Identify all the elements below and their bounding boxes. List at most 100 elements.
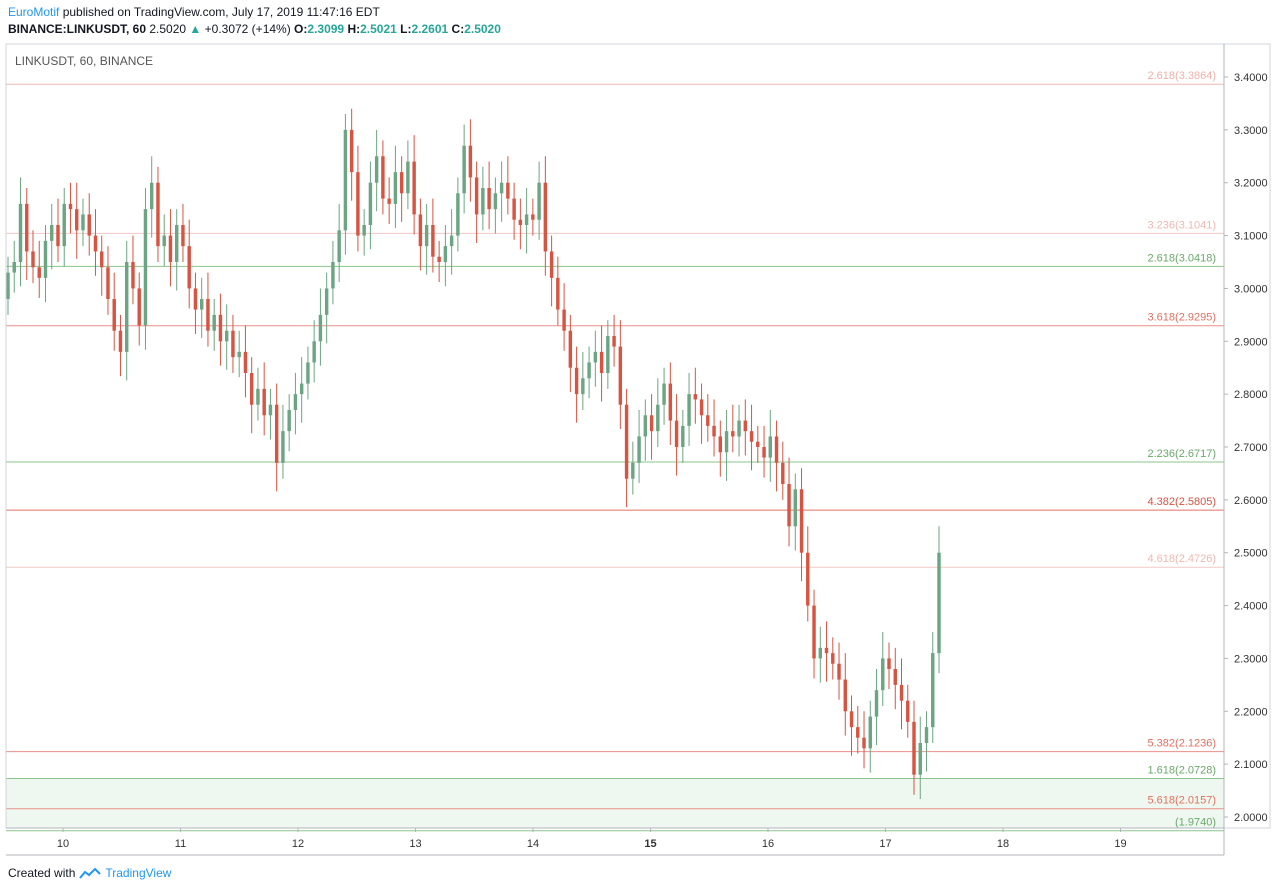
- candle-body: [606, 336, 610, 373]
- candle-body: [393, 172, 398, 204]
- candle-body: [668, 383, 673, 421]
- candle-body: [368, 182, 373, 225]
- candle-body: [468, 145, 473, 178]
- candle-body: [718, 436, 723, 453]
- fib-label: 5.618(2.0157): [1148, 795, 1217, 807]
- candle-body: [81, 214, 85, 231]
- candle-body: [181, 225, 185, 247]
- candle-body: [874, 690, 879, 717]
- candle-body: [806, 552, 810, 606]
- candle-body: [681, 425, 685, 447]
- y-tick-label: 2.0000: [1234, 812, 1268, 824]
- candle-body: [499, 182, 504, 194]
- candle-body: [349, 129, 354, 173]
- candle-body: [231, 330, 235, 358]
- candle-body: [293, 394, 298, 410]
- tradingview-brand[interactable]: TradingView: [105, 866, 172, 880]
- candle-body: [237, 351, 241, 358]
- candle-body: [674, 420, 679, 447]
- candle-body: [337, 230, 341, 262]
- candle-body: [37, 267, 41, 278]
- candle-body: [624, 404, 629, 479]
- open-value: 2.3099: [307, 22, 345, 36]
- candle-body: [799, 489, 804, 553]
- candle-body: [187, 246, 191, 289]
- candle-body: [431, 225, 435, 257]
- price-change: +0.3072 (+14%): [204, 22, 291, 36]
- candle-body: [849, 711, 854, 728]
- candle-body: [699, 399, 704, 416]
- x-tick-label: 19: [1114, 838, 1126, 850]
- candle-body: [224, 330, 229, 342]
- candle-body: [381, 156, 385, 199]
- candle-body: [87, 214, 91, 236]
- candle-body: [612, 336, 616, 347]
- candle-body: [256, 388, 260, 405]
- high-label: H:: [347, 22, 361, 36]
- y-tick-label: 2.6000: [1234, 495, 1268, 507]
- candle-body: [262, 388, 266, 416]
- candle-body: [124, 262, 129, 352]
- candle-body: [493, 193, 498, 210]
- fib-label: 3.618(2.9295): [1148, 312, 1217, 324]
- candle-body: [687, 394, 691, 426]
- y-tick-label: 2.3000: [1234, 653, 1268, 665]
- candle-body: [374, 156, 379, 183]
- candle-body: [118, 330, 123, 352]
- candle-body: [306, 362, 310, 384]
- candle-body: [6, 272, 10, 299]
- fib-label: 2.618(3.3864): [1148, 70, 1217, 82]
- candle-body: [781, 462, 785, 484]
- candle-body: [56, 225, 60, 247]
- tradingview-logo-icon: [79, 867, 102, 879]
- triangle-up-icon: ▲: [189, 22, 202, 36]
- candle-body: [887, 658, 891, 669]
- candle-body: [25, 203, 29, 252]
- candle-body: [793, 489, 798, 527]
- candle-body: [912, 721, 916, 775]
- candle-body: [149, 182, 154, 210]
- candle-body: [518, 219, 523, 225]
- candle-body: [75, 209, 79, 231]
- candle-body: [143, 209, 148, 326]
- candle-body: [762, 447, 766, 458]
- candle-body: [862, 737, 866, 749]
- candle-body: [68, 203, 73, 210]
- open-label: O:: [294, 22, 308, 36]
- candle-body: [724, 431, 729, 453]
- candle-body: [824, 647, 829, 654]
- fib-label: 5.382(2.1236): [1148, 738, 1217, 750]
- symbol-label: BINANCE:LINKUSDT, 60: [8, 22, 147, 36]
- candle-body: [356, 172, 360, 236]
- candle-body: [512, 198, 516, 220]
- candle-body: [693, 394, 698, 400]
- candle-body: [524, 214, 529, 225]
- candle-body: [281, 431, 285, 463]
- candle-body: [137, 288, 141, 326]
- candle-body: [343, 129, 348, 231]
- x-tick-label: 14: [527, 838, 539, 850]
- candle-body: [481, 188, 485, 215]
- y-tick-label: 2.9000: [1234, 336, 1268, 348]
- x-tick-label: 17: [879, 838, 891, 850]
- candle-body: [324, 288, 329, 315]
- last-price: 2.5020: [149, 22, 187, 36]
- x-tick-label: 16: [762, 838, 774, 850]
- candle-body: [156, 182, 160, 247]
- author-link[interactable]: EuroMotif: [8, 5, 60, 19]
- y-tick-label: 2.2000: [1234, 706, 1268, 718]
- candle-body: [62, 203, 66, 247]
- y-tick-label: 3.1000: [1234, 231, 1268, 243]
- candle-body: [412, 161, 416, 215]
- candle-body: [924, 727, 929, 743]
- candle-body: [93, 235, 98, 252]
- candle-body: [162, 235, 166, 247]
- x-tick-label: 12: [292, 838, 304, 850]
- candle-body: [656, 404, 660, 432]
- fib-label: 1.618(2.0728): [1148, 765, 1217, 777]
- candle-body: [531, 214, 535, 220]
- candle-body: [43, 240, 48, 278]
- fib-label: 3.236(3.1041): [1148, 219, 1217, 231]
- candle-body: [206, 299, 210, 331]
